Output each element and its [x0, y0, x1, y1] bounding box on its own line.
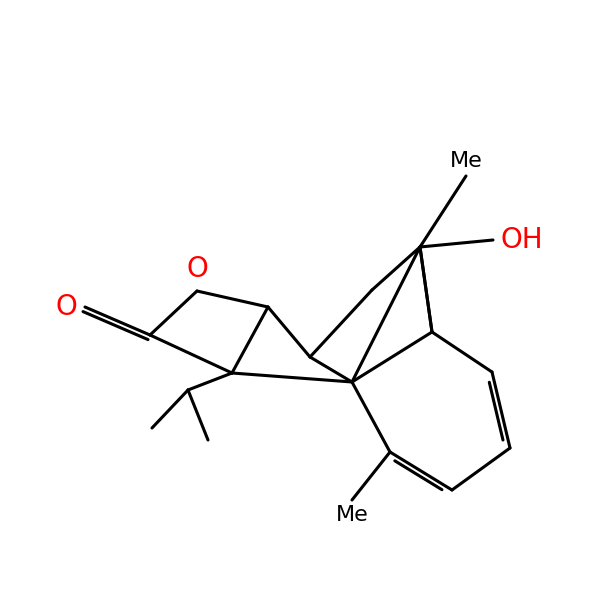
Text: Me: Me: [449, 151, 482, 171]
Text: OH: OH: [501, 226, 544, 254]
Text: O: O: [55, 293, 77, 321]
Text: Me: Me: [335, 505, 368, 525]
Text: O: O: [186, 255, 208, 283]
